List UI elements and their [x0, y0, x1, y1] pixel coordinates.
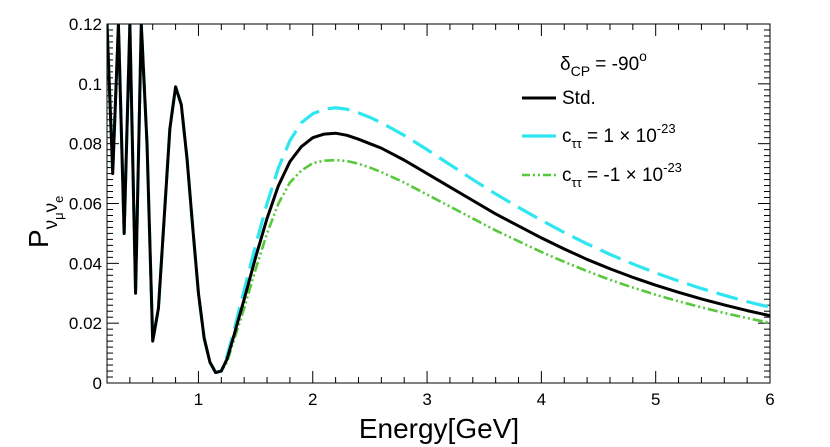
x-axis: 1 2 3 4 5 6	[106, 24, 775, 409]
y-axis-title-subsub1: μ	[51, 212, 66, 220]
legend: δCP = -90o Std. cττ = 1 × 10-23 cττ = -1 ×…	[522, 48, 682, 190]
y-tick-label: 0.08	[69, 135, 102, 154]
y-tick-label: 0.04	[69, 254, 102, 273]
x-tick-label: 3	[422, 390, 431, 409]
y-tick-label: 0.02	[69, 314, 102, 333]
x-tick-label: 1	[194, 390, 203, 409]
y-tick-label: 0.12	[69, 15, 102, 34]
y-axis-title-subsub2: e	[51, 196, 66, 203]
series-line-0	[107, 24, 770, 375]
legend-label: cττ = 1 × 10-23	[562, 121, 676, 151]
y-axis-title-sub2: ν	[41, 203, 62, 213]
x-tick-label: 2	[308, 390, 317, 409]
plot-frame	[106, 23, 771, 384]
y-axis: 0 0.02 0.04 0.06 0.08 0.1 0.12	[69, 15, 770, 393]
x-tick-label: 6	[765, 390, 774, 409]
y-tick-label: 0.1	[78, 75, 102, 94]
y-axis-title-sub1: ν	[41, 220, 62, 230]
x-tick-label: 4	[537, 390, 546, 409]
series-layer	[107, 24, 770, 375]
y-tick-label: 0.06	[69, 195, 102, 214]
y-axis-title: Pνμνe	[23, 196, 66, 248]
legend-title-sub: CP	[571, 63, 590, 79]
legend-title-sup: o	[639, 48, 647, 64]
x-axis-title: Energy[GeV]	[359, 413, 519, 444]
legend-label: Std.	[562, 88, 596, 109]
x-tick-label: 5	[651, 390, 660, 409]
series-line-2	[107, 24, 770, 374]
legend-title: δCP = -90o	[560, 48, 647, 79]
legend-title-delta: δ	[560, 54, 571, 75]
legend-label: cττ = -1 × 10-23	[562, 160, 682, 190]
series-line-1	[107, 24, 770, 375]
y-axis-title-main: P	[23, 229, 54, 248]
legend-title-eq: = -90	[590, 54, 639, 75]
y-tick-label: 0	[93, 374, 102, 393]
